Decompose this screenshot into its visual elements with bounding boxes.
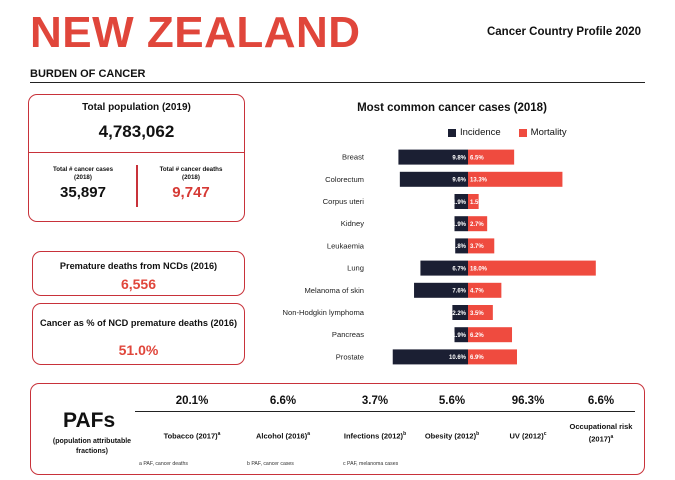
label-incidence-colorectum: 9.6%: [452, 178, 466, 184]
cancer-cases-value: 35,897: [60, 184, 106, 201]
label-incidence-corpus-uteri: 1.9%: [452, 200, 466, 206]
section-title: BURDEN OF CANCER: [30, 68, 146, 80]
bar-mortality-prostate: [468, 349, 517, 365]
chart-title: Most common cancer cases (2018): [357, 102, 547, 114]
label-incidence-melanoma-of-skin: 7.6%: [452, 289, 466, 295]
label-incidence-kidney: 1.9%: [452, 222, 466, 228]
bar-mortality-colorectum: [468, 171, 563, 187]
label-incidence-leukaemia: 1.8%: [452, 244, 466, 250]
population-divider: [29, 152, 244, 153]
cancer-percent-card: Cancer as % of NCD premature deaths (201…: [32, 303, 245, 365]
label-mortality-kidney: 2.7%: [470, 222, 484, 228]
ncd-deaths-value: 6,556: [120, 276, 157, 292]
bar-incidence-prostate: [392, 349, 468, 365]
bar-incidence-corpus-uteri: [454, 194, 468, 209]
paf-obesity-value: 5.6%: [438, 395, 466, 407]
category-label-kidney: Kidney: [341, 219, 364, 228]
category-label-melanoma-of-skin: Melanoma of skin: [304, 286, 364, 295]
cancer-percent-value: 51.0%: [118, 342, 159, 358]
pafs-divider: [135, 411, 635, 412]
chart-legend: Incidence Mortality: [448, 127, 567, 138]
paf-occupational-label: Occupational risk (2017)a: [569, 422, 633, 444]
stat-separator: [136, 165, 138, 207]
paf-obesity-label: Obesity (2012)b: [424, 431, 480, 441]
population-value: 4,783,062: [98, 122, 175, 141]
paf-alcohol-value: 6.6%: [269, 395, 297, 407]
label-incidence-breast: 9.8%: [452, 155, 466, 161]
paf-uv-label: UV (2012)c: [509, 431, 547, 441]
bar-mortality-corpus-uteri: [468, 194, 479, 209]
ncd-deaths-card: Premature deaths from NCDs (2016) 6,556: [32, 251, 245, 296]
category-label-prostate: Prostate: [336, 352, 364, 361]
legend-mortality-label: Mortality: [530, 127, 567, 138]
label-incidence-lung: 6.7%: [452, 266, 466, 272]
label-mortality-melanoma-of-skin: 4.7%: [470, 289, 484, 295]
bar-incidence-kidney: [454, 216, 468, 232]
category-label-non-hodgkin-lymphoma: Non-Hodgkin lymphoma: [283, 308, 365, 317]
paf-tobacco-label: Tobacco (2017)a: [163, 431, 221, 441]
category-label-lung: Lung: [347, 264, 364, 273]
bar-mortality-non-hodgkin-lymphoma: [468, 305, 493, 320]
label-mortality-pancreas: 6.2%: [470, 333, 484, 339]
bar-mortality-lung: [468, 260, 596, 276]
label-mortality-breast: 6.5%: [470, 155, 484, 161]
category-label-pancreas: Pancreas: [332, 330, 364, 339]
bar-mortality-leukaemia: [468, 238, 495, 254]
category-label-breast: Breast: [342, 153, 365, 162]
label-incidence-pancreas: 1.9%: [452, 333, 466, 339]
legend-incidence-swatch: [448, 128, 456, 137]
cancer-cases-label: Total # cancer cases (2018): [52, 166, 114, 181]
cancer-deaths-value: 9,747: [172, 184, 210, 201]
paf-infections-label: Infections (2012)b: [343, 431, 407, 441]
cancer-cases-chart: Breast 9.8% 6.5% Colorectum 9.6% 13.3% Corpus …: [283, 149, 596, 365]
bar-mortality-melanoma-of-skin: [468, 282, 502, 298]
paf-occupational-value: 6.6%: [587, 395, 615, 407]
bar-mortality-pancreas: [468, 327, 513, 343]
pafs-card: PAFs (population attributable fractions)…: [30, 383, 645, 475]
ncd-deaths-label: Premature deaths from NCDs (2016): [59, 261, 218, 271]
legend-mortality-swatch: [518, 128, 527, 137]
bar-mortality-breast: [468, 149, 515, 165]
legend-incidence-label: Incidence: [460, 127, 501, 138]
population-card: Total population (2019) 4,783,062 Total …: [28, 94, 245, 222]
cancer-percent-label: Cancer as % of NCD premature deaths (201…: [39, 318, 238, 328]
category-label-leukaemia: Leukaemia: [327, 241, 365, 250]
bar-incidence-breast: [398, 149, 468, 165]
bar-incidence-non-hodgkin-lymphoma: [452, 305, 468, 320]
paf-uv-value: 96.3%: [511, 395, 545, 407]
footnote-a: a PAF, cancer deaths: [139, 461, 188, 467]
label-incidence-non-hodgkin-lymphoma: 2.2%: [452, 311, 466, 317]
paf-infections-value: 3.7%: [361, 395, 389, 407]
label-mortality-non-hodgkin-lymphoma: 3.5%: [470, 311, 484, 317]
label-mortality-leukaemia: 3.7%: [470, 244, 484, 250]
pafs-subtitle: (population attributable fractions): [52, 438, 132, 455]
section-divider: [30, 82, 645, 83]
bar-incidence-melanoma-of-skin: [414, 282, 468, 298]
footnote-b: b PAF, cancer cases: [247, 461, 294, 467]
cancer-deaths-label: Total # cancer deaths (2018): [159, 166, 223, 181]
bar-mortality-kidney: [468, 216, 488, 232]
bar-incidence-lung: [420, 260, 468, 276]
paf-alcohol-label: Alcohol (2016)a: [255, 431, 311, 441]
category-label-colorectum: Colorectum: [325, 175, 364, 184]
label-mortality-lung: 18.0%: [470, 266, 488, 272]
cancer-cases-stat: Total # cancer cases (2018) 35,897: [33, 166, 133, 201]
label-mortality-prostate: 6.9%: [470, 355, 484, 361]
category-label-corpus-uteri: Corpus uteri: [323, 197, 365, 206]
profile-title: Cancer Country Profile 2020: [486, 26, 641, 38]
bar-incidence-leukaemia: [455, 238, 468, 254]
paf-tobacco-value: 20.1%: [175, 395, 209, 407]
population-label: Total population (2019): [82, 102, 191, 113]
footnote-c: c PAF, melanoma cases: [343, 461, 399, 467]
cancer-deaths-stat: Total # cancer deaths (2018) 9,747: [141, 166, 241, 201]
bar-incidence-pancreas: [454, 327, 468, 343]
label-mortality-colorectum: 13.3%: [470, 178, 488, 184]
country-title: NEW ZEALAND: [30, 8, 361, 57]
label-mortality-corpus-uteri: 1.5%: [470, 200, 484, 206]
label-incidence-prostate: 10.6%: [449, 355, 467, 361]
bar-incidence-colorectum: [399, 171, 468, 187]
pafs-title: PAFs: [63, 409, 116, 432]
